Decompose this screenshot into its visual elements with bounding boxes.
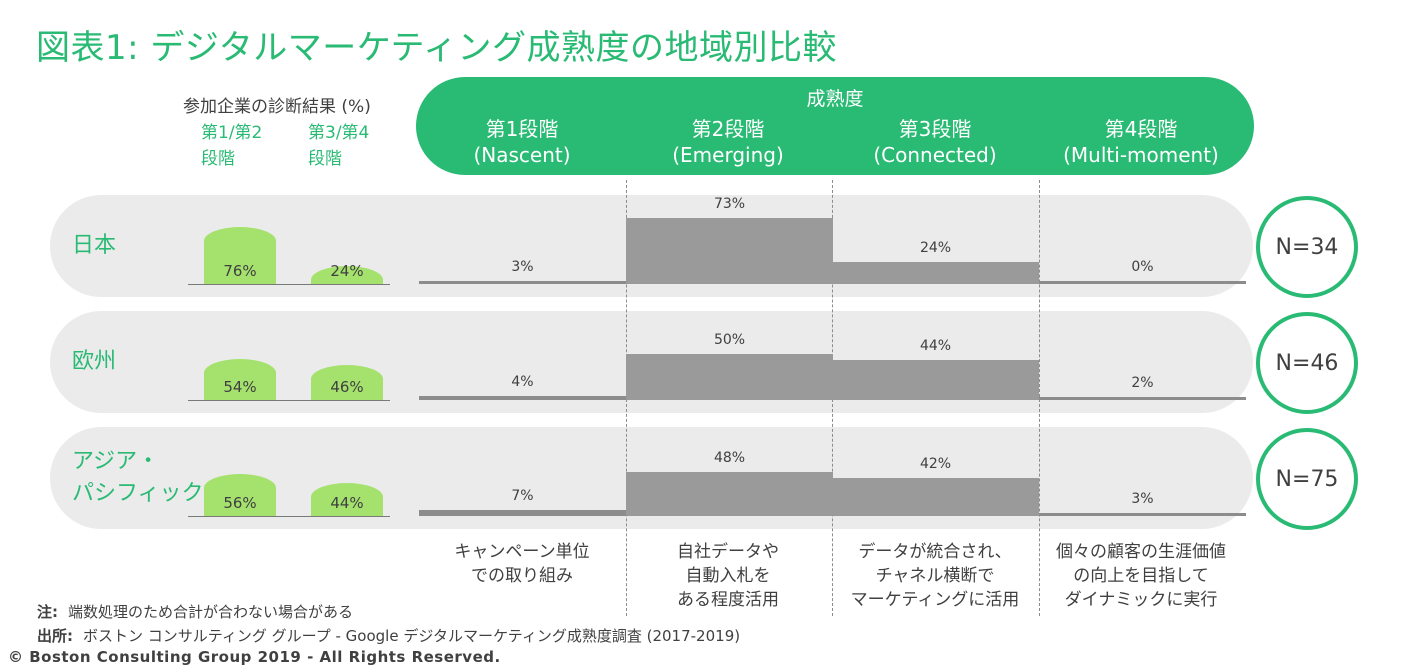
footnote-note: 注: 端数処理のため合計が合わない場合がある [37, 603, 354, 621]
maturity-bar-apac-stage3 [832, 478, 1039, 516]
stage12-label: 第1/第2 段階 [201, 123, 263, 169]
maturity-value-apac-stage3: 42% [919, 456, 952, 472]
maturity-header-pill [416, 77, 1254, 175]
maturity-bar-japan-stage2 [626, 218, 833, 284]
sample-size-apac: N=75 [1256, 428, 1358, 530]
self-assessment-value-apac-stage34: 44% [330, 494, 364, 512]
maturity-bar-apac-stage1 [419, 510, 626, 516]
self-assessment-bar-europe-stage34 [311, 365, 383, 400]
self-assessment-bar-japan-stage12 [204, 227, 276, 284]
maturity-value-apac-stage2: 48% [713, 450, 746, 466]
self-assessment-value-apac-stage12: 56% [223, 494, 257, 512]
maturity-bar-japan-stage4 [1039, 281, 1246, 284]
copyright: © Boston Consulting Group 2019 - All Rig… [8, 648, 501, 666]
self-assessment-bar-apac-stage34 [311, 483, 383, 516]
region-label-apac: アジア・ パシフィック [72, 449, 204, 506]
page-title: 図表1: デジタルマーケティング成熟度の地域別比較 [36, 28, 837, 68]
maturity-bar-europe-stage4 [1039, 397, 1246, 400]
self-assessment-baseline-japan [188, 284, 390, 285]
maturity-value-japan-stage1: 3% [511, 259, 534, 275]
self-assessment-value-japan-stage12: 76% [223, 262, 257, 280]
maturity-value-apac-stage4: 3% [1131, 491, 1154, 507]
stage-header-4: 第4段階 (Multi-moment) [1063, 117, 1219, 167]
self-assessment-header: 参加企業の診断結果 (%) [183, 97, 371, 117]
self-assessment-value-japan-stage34: 24% [330, 262, 364, 280]
stage-desc-3: データが統合され、 チャネル横断で マーケティングに活用 [850, 542, 1020, 610]
self-assessment-bar-europe-stage12 [204, 359, 276, 400]
maturity-value-japan-stage2: 73% [713, 196, 746, 212]
stage-header-2: 第2段階 (Emerging) [672, 117, 784, 167]
region-label-japan: 日本 [72, 233, 117, 258]
maturity-bar-europe-stage1 [419, 396, 626, 400]
self-assessment-bar-apac-stage12 [204, 474, 276, 516]
maturity-value-europe-stage2: 50% [713, 332, 746, 348]
footnote-source: 出所: ボストン コンサルティング グループ - Google デジタルマーケティ… [37, 627, 741, 645]
self-assessment-value-europe-stage12: 54% [223, 378, 257, 396]
maturity-bar-japan-stage3 [832, 262, 1039, 284]
stage-header-3: 第3段階 (Connected) [873, 117, 997, 167]
maturity-value-europe-stage1: 4% [511, 374, 534, 390]
self-assessment-value-europe-stage34: 46% [330, 378, 364, 396]
maturity-value-apac-stage1: 7% [511, 488, 534, 504]
stage-desc-2: 自社データや 自動入札を ある程度活用 [677, 542, 779, 610]
maturity-value-europe-stage3: 44% [919, 338, 952, 354]
maturity-value-europe-stage4: 2% [1131, 375, 1154, 391]
self-assessment-baseline-apac [188, 516, 390, 517]
maturity-bar-europe-stage2 [626, 354, 833, 400]
self-assessment-bar-japan-stage34 [311, 266, 383, 284]
maturity-bar-japan-stage1 [419, 281, 626, 284]
stage-desc-4: 個々の顧客の生涯価値 の向上を目指して ダイナミックに実行 [1056, 542, 1226, 610]
stage34-label: 第3/第4 段階 [308, 123, 370, 169]
maturity-bar-apac-stage4 [1039, 513, 1246, 516]
stage-desc-1: キャンペーン単位 での取り組み [454, 542, 590, 586]
maturity-value-japan-stage4: 0% [1131, 259, 1154, 275]
sample-size-japan: N=34 [1256, 196, 1358, 298]
region-label-europe: 欧州 [72, 349, 117, 374]
stage-header-1: 第1段階 (Nascent) [473, 117, 571, 167]
maturity-bar-europe-stage3 [832, 360, 1039, 400]
self-assessment-baseline-europe [188, 400, 390, 401]
maturity-value-japan-stage3: 24% [919, 240, 952, 256]
sample-size-europe: N=46 [1256, 312, 1358, 414]
maturity-title: 成熟度 [806, 88, 864, 110]
maturity-bar-apac-stage2 [626, 472, 833, 516]
